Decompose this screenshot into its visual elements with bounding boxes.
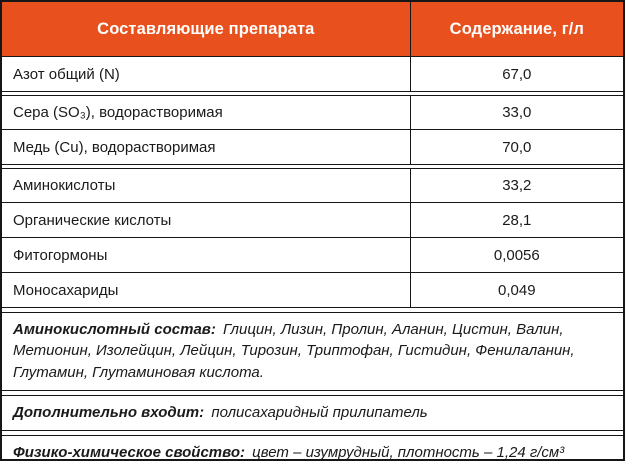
header-content-column: Содержание, г/л [449,19,584,38]
note-physico-chemical-property: Физико-химическое свойство: цвет – изумр… [2,435,623,461]
note-label: Дополнительно входит: [13,403,205,421]
note-text: полисахаридный прилипатель [211,403,428,421]
component-value: 0,0056 [493,246,540,264]
component-value: 0,049 [498,281,536,299]
component-value: 70,0 [502,138,532,156]
table-row: Аминокислоты 33,2 [2,168,623,203]
table-row: Моносахариды 0,049 [2,273,623,308]
note-label: Физико-химическое свойство: [13,444,245,461]
component-name: Азот общий (N) [2,57,411,91]
table-row: Азот общий (N) 67,0 [2,57,623,92]
table-row: Органические кислоты 28,1 [2,203,623,238]
component-name: Фитогормоны [2,238,411,272]
component-name: Аминокислоты [2,169,411,202]
note-label: Аминокислотный состав: [13,321,216,338]
note-text: Глицин, Лизин, Пролин, Аланин, Цистин, В… [13,321,575,381]
component-name: Сера (SO₃), водорастворимая [2,96,411,129]
component-value: 67,0 [502,65,532,83]
table-row: Сера (SO₃), водорастворимая 33,0 [2,95,623,130]
table-header-row: Составляющие препарата Содержание, г/л [2,2,623,57]
component-value: 28,1 [502,211,532,229]
component-name: Моносахариды [2,273,411,307]
table-row: Фитогормоны 0,0056 [2,238,623,273]
header-components-column: Составляющие препарата [2,2,411,56]
component-name: Медь (Cu), водорастворимая [2,130,411,164]
note-text: цвет – изумрудный, плотность – 1,24 г/см… [252,444,565,461]
table-row: Медь (Cu), водорастворимая 70,0 [2,130,623,165]
component-name: Органические кислоты [2,203,411,237]
component-value: 33,0 [502,104,532,121]
component-value: 33,2 [502,177,532,194]
note-amino-acid-composition: Аминокислотный состав: Глицин, Лизин, Пр… [2,312,623,391]
note-additional-contents: Дополнительно входит: полисахаридный при… [2,394,623,432]
